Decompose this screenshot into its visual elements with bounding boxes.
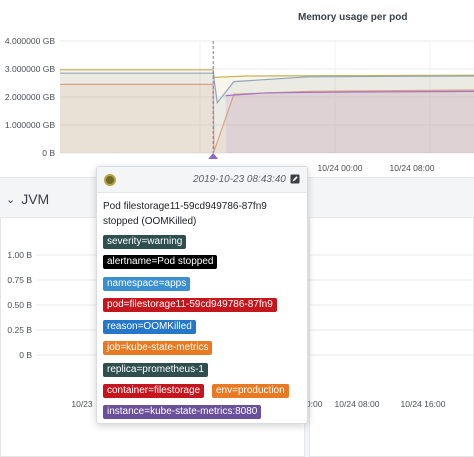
annotation-header: 2019-10-23 08:43:40 [97,167,307,193]
annotation-tag[interactable]: severity=warning [103,235,187,249]
y-tick-label: 0.50 B [7,300,32,310]
x-tick-label: 10/24 08:00 [390,163,435,173]
y-tick-label: 0 B [19,350,32,360]
y-tick-label: 1.000000 GB [5,120,55,130]
y-tick-label: 0.75 B [7,275,32,285]
jvm-row-header[interactable]: ⌄ JVM [0,185,474,213]
y-tick-label: 0.25 B [7,325,32,335]
series-area [225,91,474,153]
annotation-tag[interactable]: reason=OOMKilled [103,320,196,334]
memory-panel-title[interactable]: Memory usage per pod [298,12,408,23]
series-area [60,73,474,153]
annotation-tag[interactable]: container=filestorage [103,384,205,398]
edit-icon[interactable] [290,174,300,184]
y-tick-label: 0 B [42,148,55,158]
y-tick-label: 1.00 B [7,250,32,260]
x-tick-label: 10/24 16:00 [401,399,446,409]
annotation-tooltip: 2019-10-23 08:43:40 Pod filestorage11-59… [96,166,308,424]
series-area [60,84,474,153]
annotation-tag[interactable]: pod=filestorage11-59cd949786-87fn9 [103,298,277,312]
series-line[interactable] [60,83,474,152]
memory-usage-chart[interactable]: 4.000000 GB 3.000000 GB 2.000000 GB 1.00000… [0,0,474,178]
annotation-text: Pod filestorage11-59cd949786-87fn9 stopp… [103,201,267,227]
annotation-tag[interactable]: replica=prometheus-1 [103,363,208,377]
jvm-row-title[interactable]: JVM [21,191,50,207]
annotation-marker[interactable] [208,153,219,159]
y-tick-label: 3.000000 GB [5,64,55,74]
annotation-tag[interactable]: env=production [212,384,289,398]
x-tick-label: 10/23 [71,399,93,409]
annotation-tag[interactable]: instance=kube-state-metrics:8080 [103,405,262,419]
annotation-tag[interactable]: namespace=apps [103,277,191,291]
avatar [104,174,116,186]
y-tick-label: 2.000000 GB [5,92,55,102]
memory-usage-panel[interactable] [0,0,474,178]
series-line[interactable] [225,90,474,97]
annotation-tag[interactable]: job=kube-state-metrics [103,341,213,355]
y-tick-label: 4.000000 GB [5,36,55,46]
series-line[interactable] [60,72,474,105]
x-tick-label: 10/24 00:00 [318,163,363,173]
annotation-tag[interactable]: alertname=Pod stopped [103,255,218,269]
chevron-down-icon[interactable]: ⌄ [6,193,16,206]
annotation-timestamp: 2019-10-23 08:43:40 [193,174,286,185]
x-tick-label: 10/24 08:00 [335,399,380,409]
